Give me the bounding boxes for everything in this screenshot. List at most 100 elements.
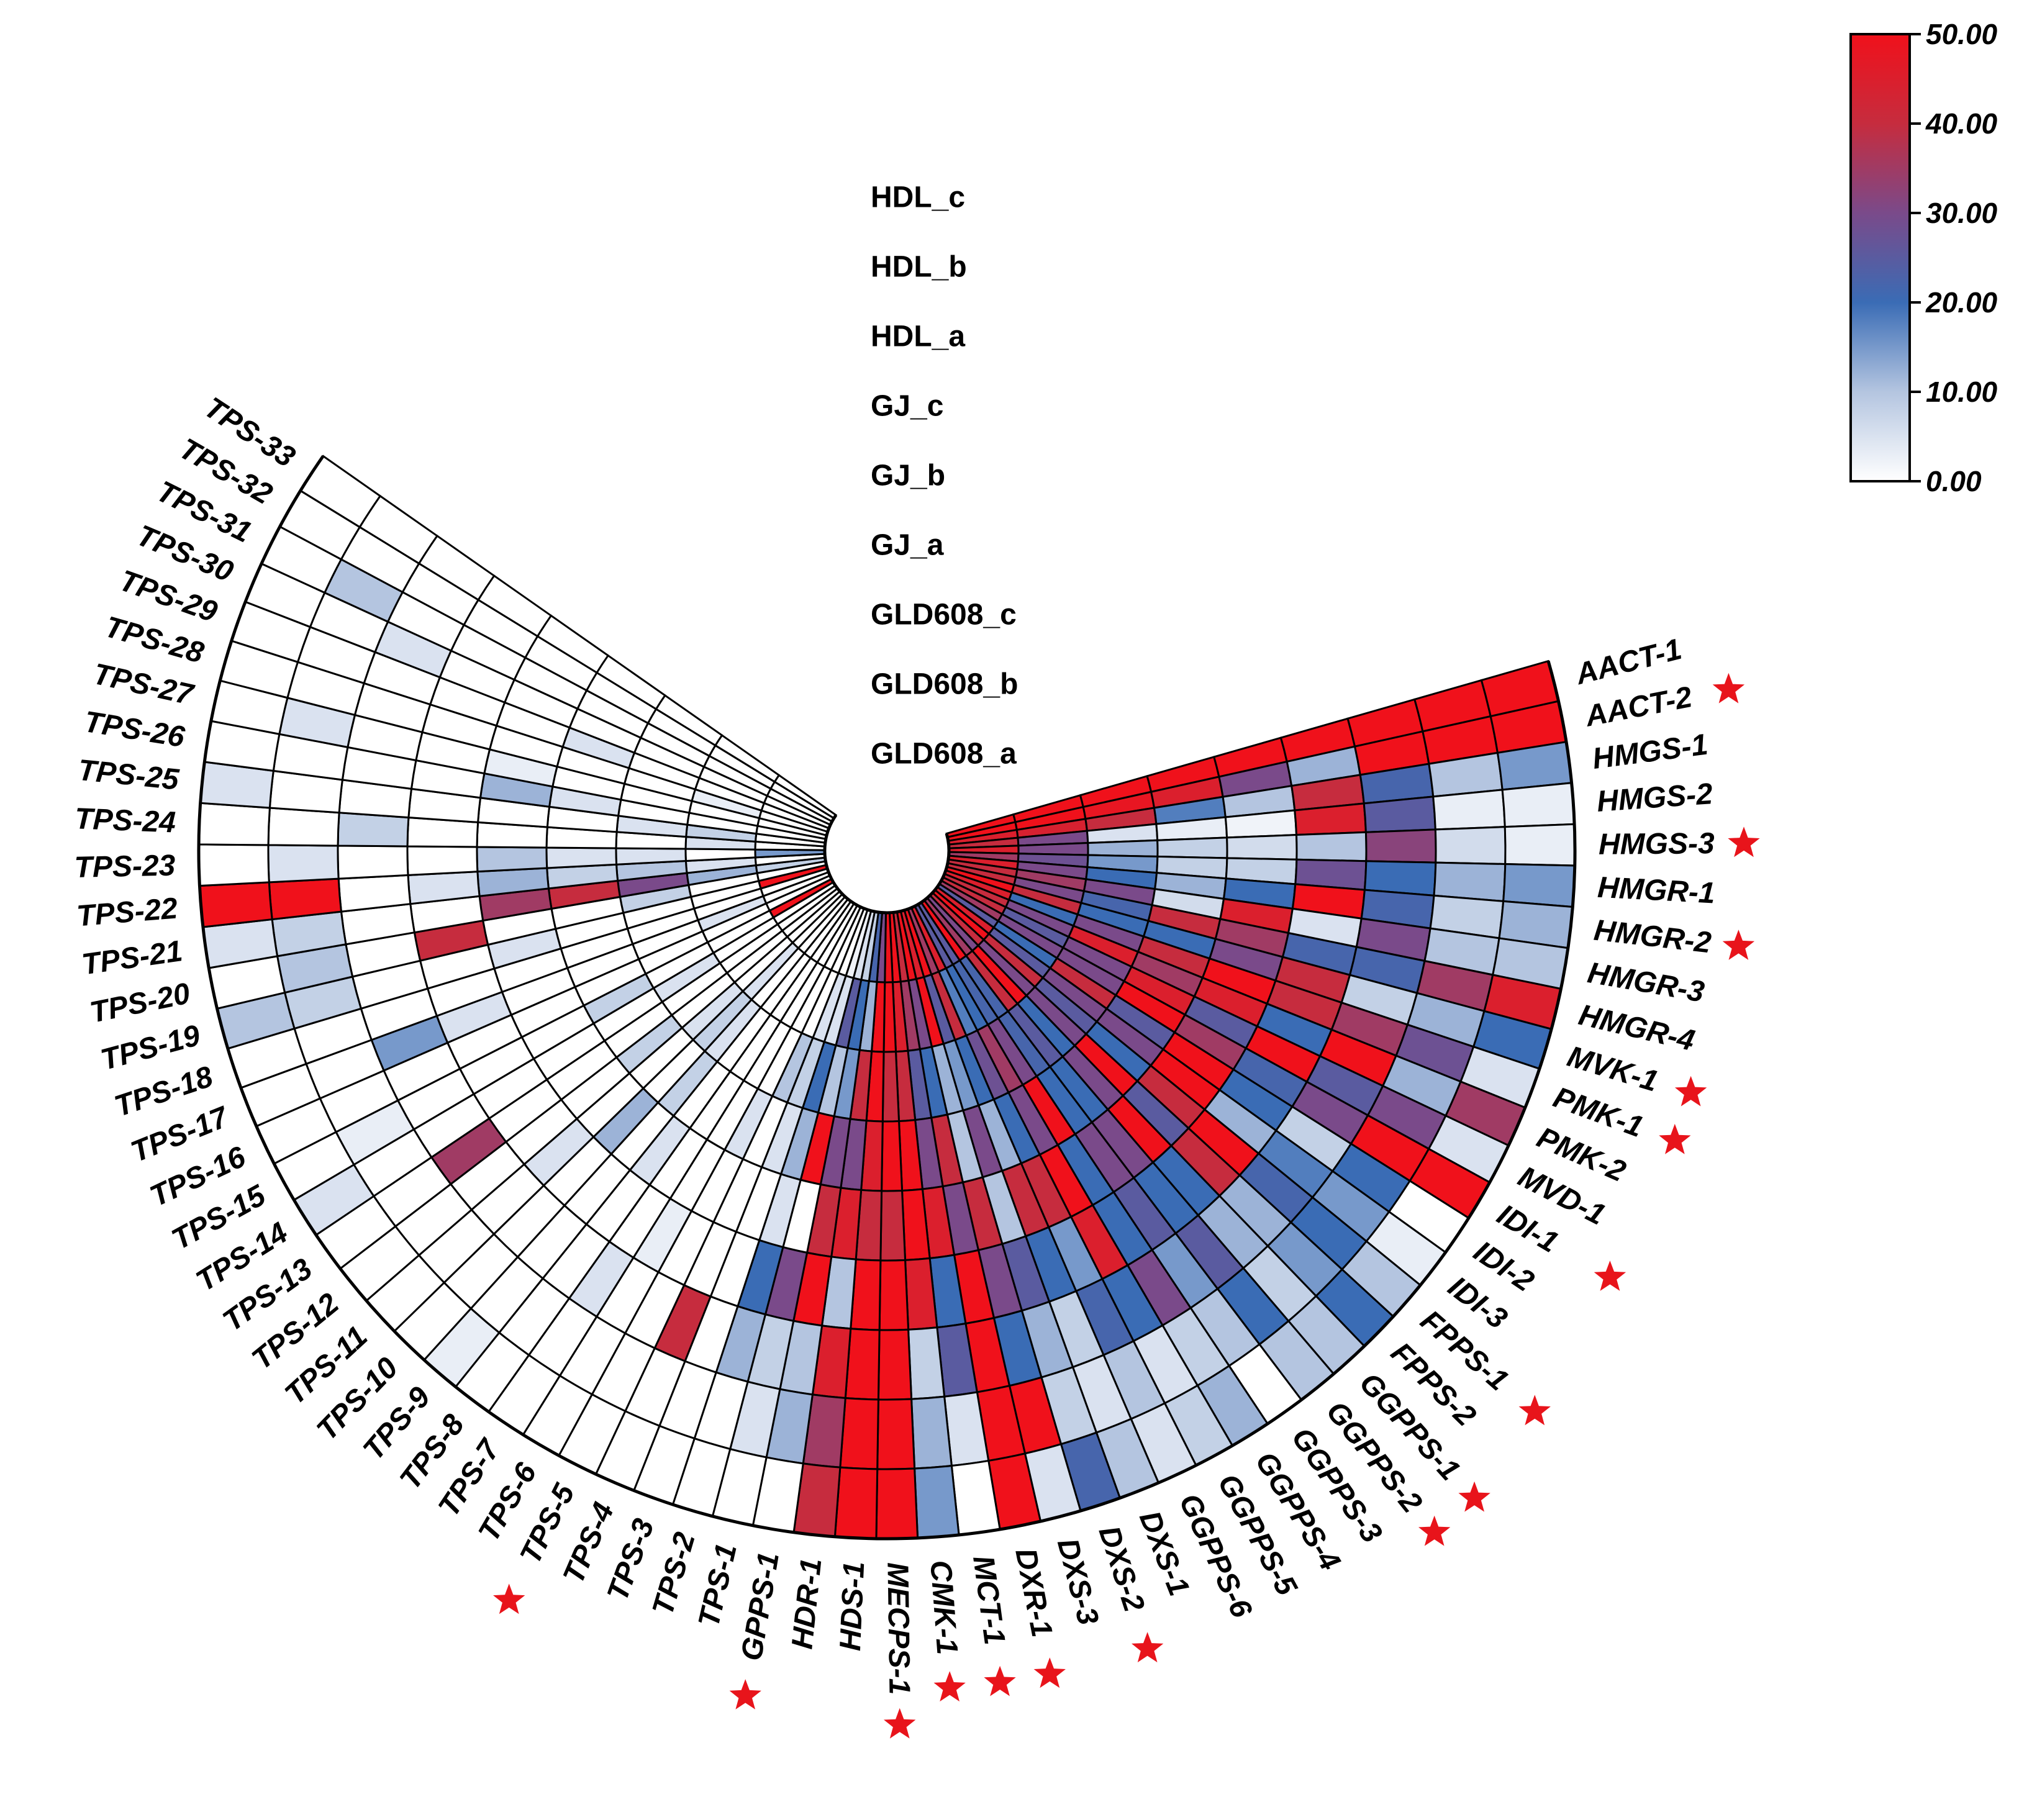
heatmap-cell-HMGS-2-HDL_a (1363, 795, 1436, 833)
gene-label-TPS-22: TPS-22 (75, 892, 179, 933)
heatmap-cell-HDS-1-HDL_b (839, 1397, 879, 1470)
gene-label-HMGS-1: HMGS-1 (1590, 728, 1710, 776)
colorbar-tick-label: 10.00 (1926, 376, 1998, 408)
star-icon (1712, 672, 1745, 704)
heatmap-cell-HMGS-3-GJ_a (1156, 836, 1228, 859)
heatmap-cell-HMGS-3-GJ_b (1226, 834, 1298, 861)
star-icon (1722, 930, 1755, 960)
star-icon (933, 1671, 966, 1702)
heatmap-cell-TPS-23-GJ_c (406, 845, 479, 876)
ring-label-GLD608_c: GLD608_c (871, 599, 1017, 632)
colorbar: 0.00 10.00 20.00 30.00 40.00 50.00 (1849, 18, 1998, 497)
gene-label-HDR-1: HDR-1 (786, 1557, 828, 1650)
heatmap-cell-MECPS-1-HDL_c (875, 1467, 919, 1540)
gene-label-HDS-1: HDS-1 (834, 1561, 871, 1652)
heatmap-cell-TPS-23-HDL_c (197, 843, 270, 887)
heatmap-cell-TPS-24-HDL_b (267, 807, 340, 847)
star-icon (1594, 1261, 1626, 1291)
heatmap-cell-MECPS-1-GJ_c (878, 1259, 910, 1331)
heatmap-cell-HMGS-3-HDL_c (1504, 823, 1576, 867)
heatmap-cell-HMGS-2-HDL_c (1501, 782, 1576, 828)
gene-label-HMGS-3: HMGS-3 (1599, 827, 1715, 861)
star-icon (1728, 826, 1760, 858)
star-icon (1132, 1632, 1164, 1663)
heatmap-cell-HMGS-3-HDL_b (1434, 826, 1507, 866)
star-icon (1518, 1395, 1551, 1426)
gene-label-TPS-25: TPS-25 (76, 754, 181, 797)
star-icon (729, 1679, 761, 1709)
colorbar-gradient (1849, 33, 1911, 482)
heatmap-cell-HMGS-3-HDL_a (1364, 828, 1437, 864)
gene-label-TPS-27: TPS-27 (90, 658, 197, 712)
colorbar-tick-label: 0.00 (1926, 465, 1982, 497)
star-icon (1674, 1075, 1707, 1107)
gene-label-TPS-1: TPS-1 (692, 1541, 743, 1630)
heatmap-cell-MECPS-1-GJ_b (879, 1189, 907, 1262)
colorbar-tick-label: 20.00 (1925, 286, 1998, 319)
ring-label-GJ_b: GJ_b (871, 460, 945, 492)
gene-label-CMK-1: CMK-1 (923, 1559, 963, 1656)
heatmap-cell-CMK-1-HDL_a (907, 1326, 946, 1400)
gene-label-AACT-1: AACT-1 (1572, 633, 1685, 691)
heatmap-grid (197, 455, 1577, 1541)
gene-label-TPS-24: TPS-24 (74, 802, 176, 839)
star-icon (1659, 1123, 1691, 1154)
gene-label-HMGR-1: HMGR-1 (1597, 871, 1716, 910)
gene-label-DXR-1: DXR-1 (1009, 1546, 1058, 1640)
star-icon (1458, 1481, 1490, 1512)
gene-label-HMGR-3: HMGR-3 (1586, 956, 1707, 1009)
heatmap-cell-HMGR-1-HDL_b (1433, 861, 1507, 902)
heatmap-cell-HMGR-1-HDL_c (1502, 862, 1576, 908)
heatmap-cell-TPS-23-HDL_b (267, 844, 340, 884)
ring-label-HDL_a: HDL_a (871, 320, 965, 353)
star-icon (1418, 1515, 1451, 1546)
gene-label-TPS-21: TPS-21 (80, 935, 185, 981)
ring-label-HDL_c: HDL_c (871, 181, 965, 214)
colorbar-tick-label: 50.00 (1926, 18, 1998, 50)
heatmap-cell-HMGS-3-GLD608_c (1087, 839, 1159, 858)
gene-label-DXS-3: DXS-3 (1051, 1535, 1105, 1628)
colorbar-tick-label: 40.00 (1925, 107, 1998, 140)
heatmap-cell-HMGS-2-HDL_b (1432, 789, 1506, 831)
heatmap-cell-TPS-24-HDL_a (337, 812, 410, 848)
ring-label-GLD608_b: GLD608_b (871, 668, 1018, 701)
gene-label-MCT-1: MCT-1 (966, 1554, 1011, 1647)
ring-label-GLD608_a: GLD608_a (871, 738, 1017, 771)
gene-label-MECPS-1: MECPS-1 (881, 1562, 915, 1695)
inner-border (823, 814, 951, 915)
heatmap-cell-MECPS-1-HDL_b (876, 1398, 916, 1470)
heatmap-cell-TPS-22-HDL_b (268, 877, 343, 921)
gene-label-TPS-26: TPS-26 (82, 705, 187, 754)
heatmap-cell-HDS-1-HDL_c (833, 1466, 879, 1540)
ring-label-HDL_b: HDL_b (871, 251, 967, 284)
heatmap-cell-MECPS-1-GLD608_c (881, 1051, 901, 1123)
heatmap-cell-HMGS-3-GJ_c (1295, 831, 1368, 862)
gene-label-TPS-20: TPS-20 (87, 977, 193, 1030)
star-markers (493, 672, 1760, 1739)
outer-border (197, 455, 1577, 1541)
colorbar-tick-label: 30.00 (1926, 197, 1998, 229)
heatmap-cell-TPS-23-GJ_b (476, 846, 548, 873)
star-icon (884, 1708, 916, 1739)
ring-labels: GLD608_a GLD608_b GLD608_c GJ_a GJ_b GJ_c HDL_… (871, 181, 1018, 771)
star-icon (493, 1583, 525, 1614)
ring-label-GJ_c: GJ_c (871, 390, 943, 423)
gene-label-GPPS-1: GPPS-1 (735, 1550, 786, 1663)
heatmap-cell-TPS-22-HDL_c (198, 881, 273, 928)
star-icon (984, 1665, 1016, 1696)
heatmap-cell-CMK-1-HDL_c (914, 1464, 960, 1539)
heatmap-cells (197, 455, 1576, 1540)
heatmap-cell-MECPS-1-GJ_a (881, 1120, 904, 1192)
heatmap-cell-TPS-23-GLD608_c (615, 847, 687, 866)
heatmap-cell-TPS-23-GJ_a (545, 846, 618, 869)
heatmap-cell-TPS-24-HDL_c (197, 802, 271, 846)
gene-label-AACT-2: AACT-2 (1582, 681, 1695, 733)
heatmap-cell-TPS-23-HDL_a (337, 844, 409, 880)
gene-label-HMGR-2: HMGR-2 (1592, 914, 1713, 960)
gene-label-HMGS-2: HMGS-2 (1595, 777, 1713, 818)
heatmap-cell-CMK-1-HDL_b (910, 1395, 953, 1470)
star-icon (1033, 1657, 1066, 1688)
ring-label-GJ_a: GJ_a (871, 529, 944, 562)
gene-label-TPS-23: TPS-23 (74, 849, 176, 884)
